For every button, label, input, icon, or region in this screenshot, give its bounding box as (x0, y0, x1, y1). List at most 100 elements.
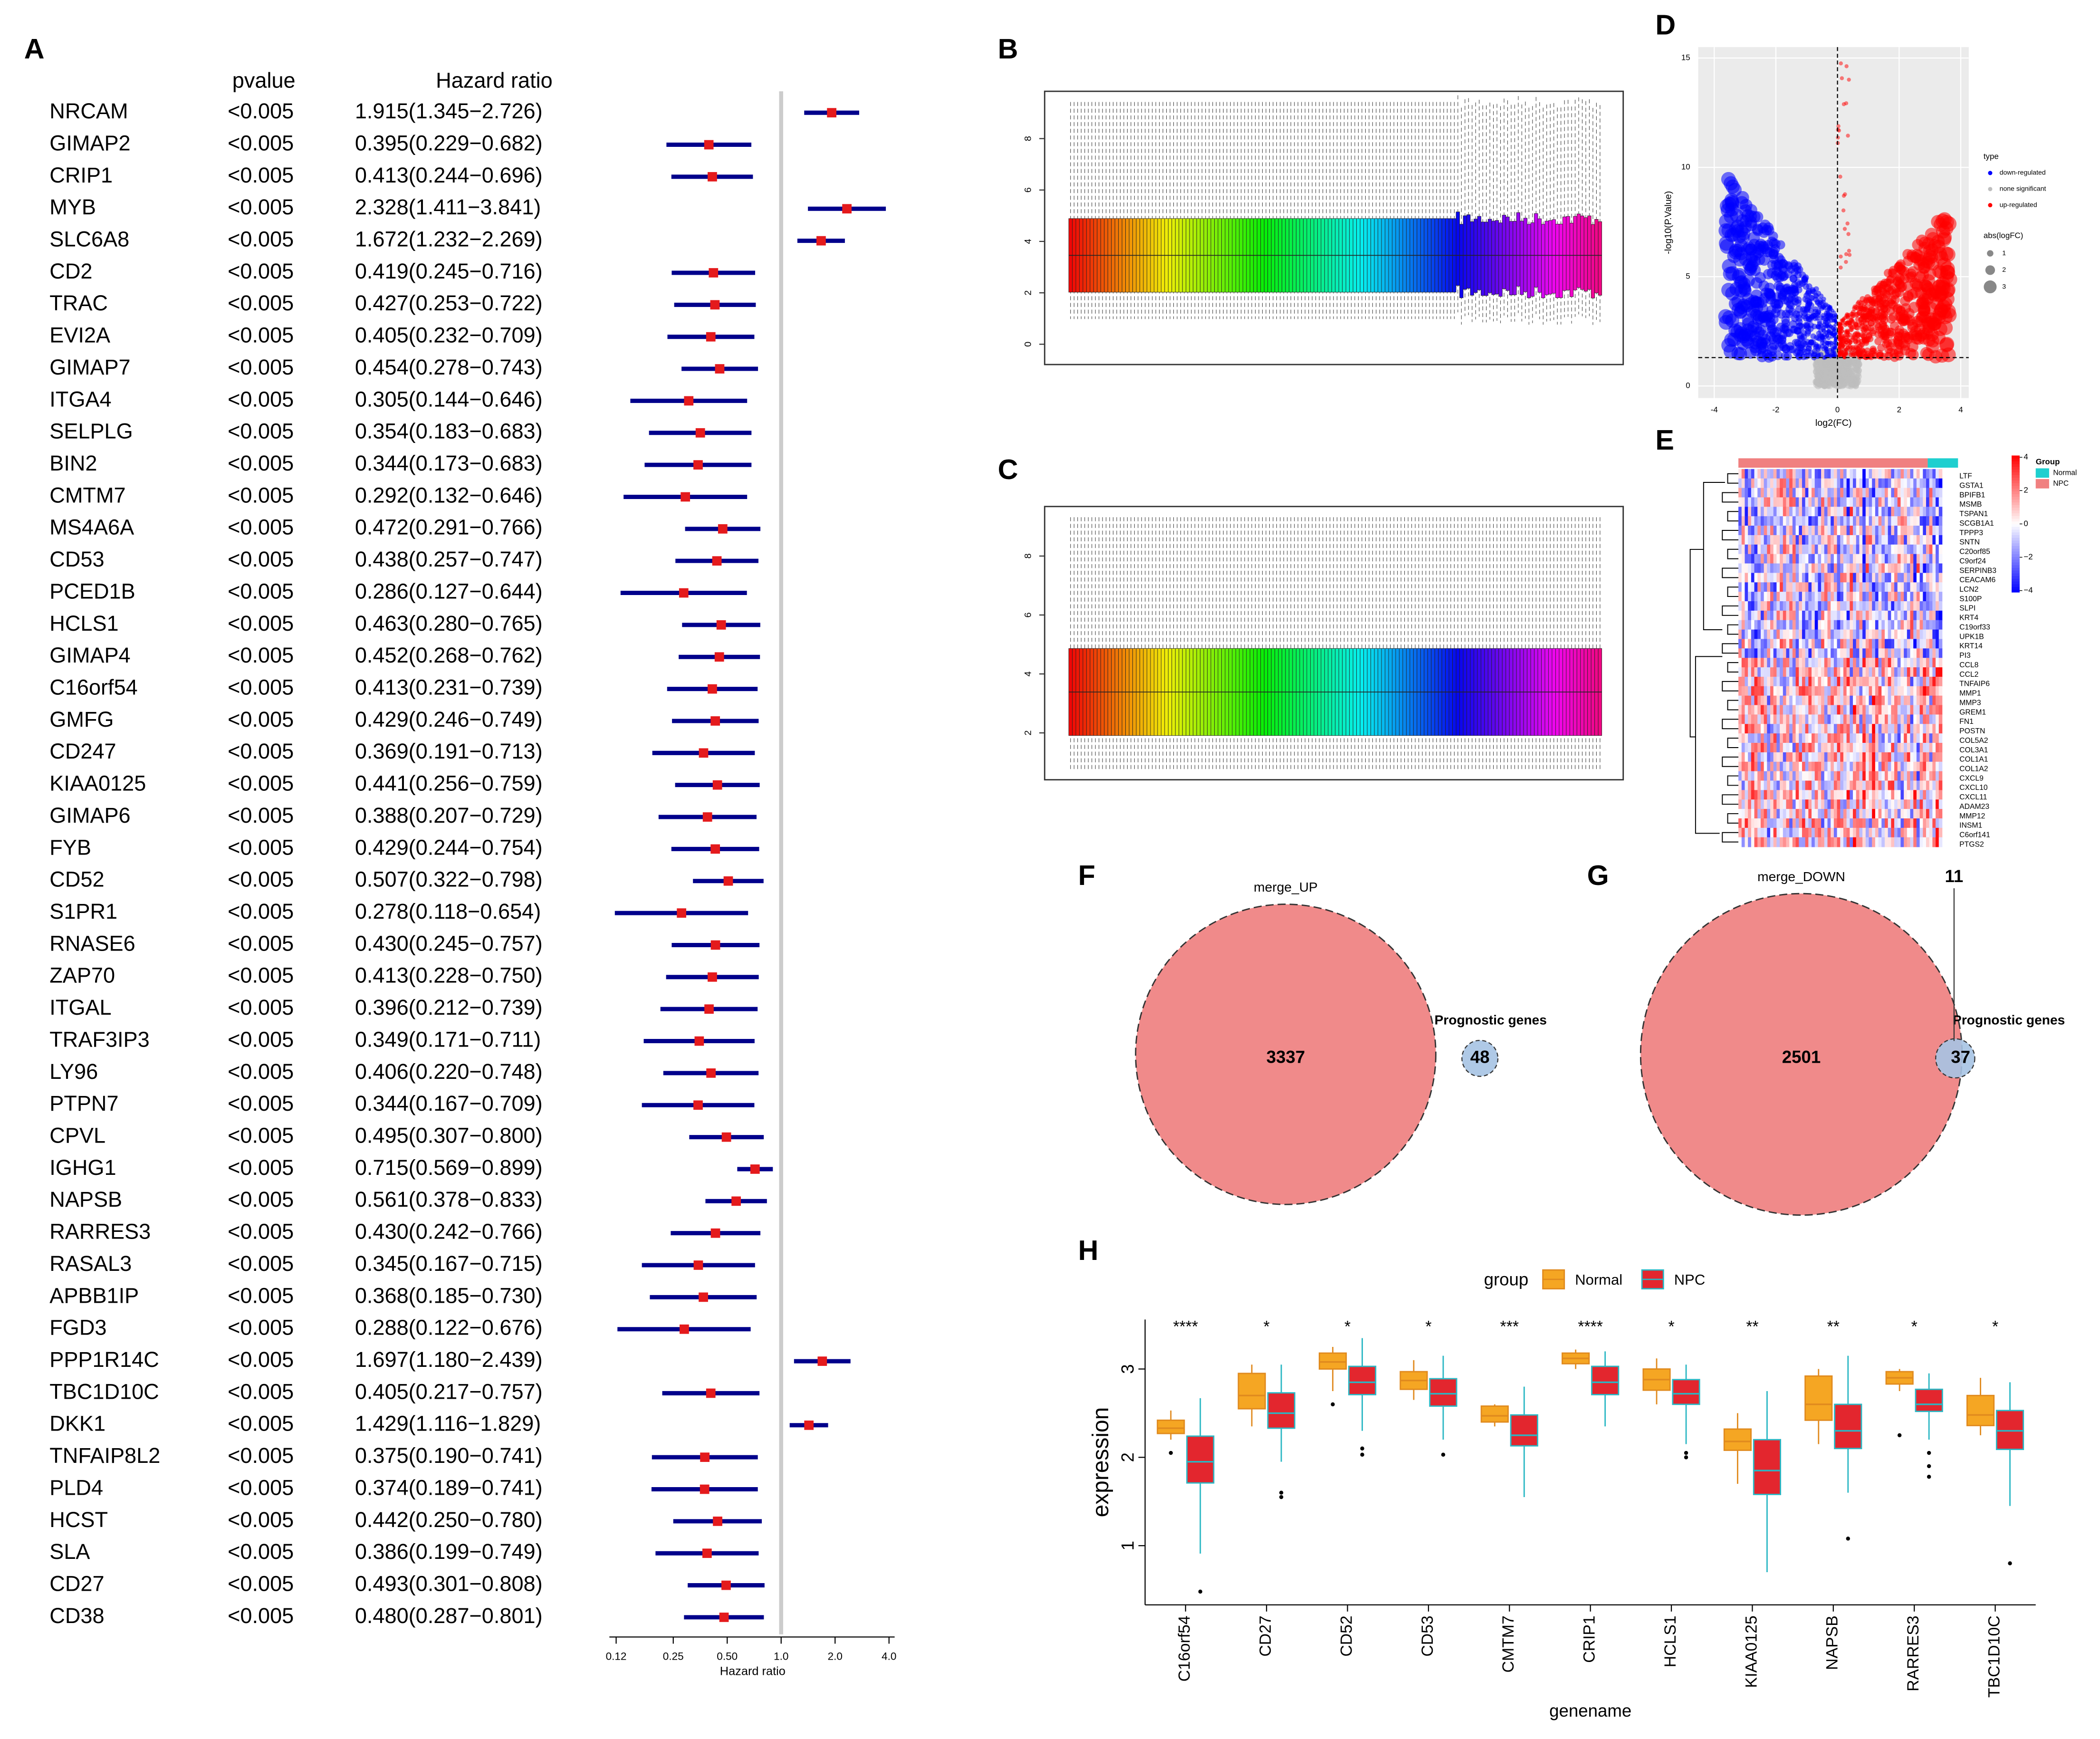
heat-cell (1859, 771, 1863, 781)
heat-cell (1745, 743, 1749, 753)
heat-cell (1764, 535, 1768, 545)
heat-cell (1770, 544, 1774, 555)
heat-cell (1894, 507, 1898, 517)
heat-cell (1932, 743, 1936, 753)
heat-cell (1818, 639, 1822, 649)
heat-cell (1818, 601, 1822, 611)
heat-cell (1862, 648, 1866, 659)
y-tick-label: 8 (1023, 136, 1034, 141)
heat-cell (1907, 743, 1911, 753)
heat-cell (1843, 535, 1847, 545)
heat-cell (1916, 554, 1920, 564)
heat-cell (1741, 676, 1745, 687)
heat-cell (1738, 790, 1742, 800)
heat-cell (1802, 733, 1806, 743)
hr-label: 0.405(0.217−0.757) (355, 1379, 543, 1403)
heat-cell (1821, 761, 1825, 772)
heat-cell (1878, 648, 1882, 659)
heat-cell (1900, 573, 1904, 583)
heat-cell (1884, 478, 1889, 489)
heat-cell (1808, 488, 1812, 498)
heat-cell (1760, 780, 1764, 791)
heat-cell (1846, 743, 1851, 753)
heat-cell (1929, 469, 1933, 479)
heat-cell (1773, 526, 1777, 536)
heat-cell (1780, 573, 1784, 583)
heat-cell (1741, 478, 1745, 489)
heat-cell (1850, 488, 1853, 498)
heat-cell (1770, 516, 1774, 526)
heat-cell (1802, 648, 1806, 659)
heat-cell (1751, 629, 1755, 640)
heat-cell (1837, 743, 1841, 753)
heat-cell (1754, 733, 1758, 743)
heat-cell (1929, 752, 1933, 762)
heat-cell (1878, 601, 1882, 611)
heat-cell (1776, 639, 1780, 649)
heat-cell (1814, 535, 1819, 545)
heat-cell (1840, 582, 1844, 592)
heat-cell (1843, 469, 1847, 479)
heat-cell (1888, 610, 1892, 621)
heat-cell (1932, 507, 1936, 517)
heat-cell (1936, 648, 1939, 659)
point-cloud (1811, 352, 1817, 358)
heat-cell (1760, 544, 1764, 555)
heat-cell (1814, 573, 1819, 583)
point-cloud (1816, 309, 1822, 315)
heat-cell (1812, 714, 1815, 725)
gene-label: PI3 (1959, 652, 1971, 660)
heat-cell (1913, 573, 1917, 583)
heat-cell (1897, 743, 1901, 753)
heat-cell (1853, 469, 1857, 479)
heat-cell (1891, 507, 1895, 517)
gene-label: CEACAM6 (1959, 576, 1995, 584)
heat-cell (1751, 771, 1755, 781)
heat-cell (1827, 563, 1832, 574)
point-cloud (1788, 307, 1796, 316)
heat-cell (1748, 526, 1752, 536)
heat-cell (1770, 629, 1774, 640)
heat-cell (1802, 582, 1806, 592)
heat-cell (1856, 714, 1860, 725)
heat-cell (1808, 667, 1812, 677)
heat-cell (1904, 686, 1908, 696)
gene-label: CD2 (49, 259, 92, 283)
heat-cell (1827, 497, 1832, 508)
heat-cell (1799, 714, 1803, 725)
heat-cell (1792, 469, 1796, 479)
heat-cell (1776, 724, 1780, 734)
heat-cell (1814, 790, 1819, 800)
heat-cell (1792, 516, 1796, 526)
heat-cell (1818, 761, 1822, 772)
heat-cell (1818, 705, 1822, 715)
heat-cell (1827, 526, 1832, 536)
heat-cell (1850, 705, 1853, 715)
heat-cell (1904, 544, 1908, 555)
heat-cell (1754, 639, 1758, 649)
heat-cell (1926, 620, 1930, 630)
heat-cell (1919, 554, 1924, 564)
heat-cell (1773, 582, 1777, 592)
heat-cell (1770, 535, 1774, 545)
heat-cell (1814, 629, 1819, 640)
sample-box (1467, 214, 1471, 289)
heat-cell (1859, 676, 1863, 687)
heat-cell (1932, 535, 1936, 545)
heat-cell (1862, 573, 1866, 583)
heat-cell (1757, 601, 1761, 611)
heat-cell (1738, 544, 1742, 555)
heat-cell (1738, 752, 1742, 762)
heat-cell (1827, 639, 1832, 649)
heat-cell (1767, 733, 1771, 743)
heat-cell (1900, 752, 1904, 762)
heat-cell (1814, 544, 1819, 555)
heat-cell (1783, 761, 1787, 772)
heat-cell (1891, 658, 1895, 668)
heat-cell (1770, 705, 1774, 715)
heat-cell (1741, 469, 1745, 479)
heat-cell (1770, 648, 1774, 659)
heat-cell (1900, 526, 1904, 536)
hr-label: 0.561(0.378−0.833) (355, 1187, 543, 1211)
heat-cell (1764, 507, 1768, 517)
